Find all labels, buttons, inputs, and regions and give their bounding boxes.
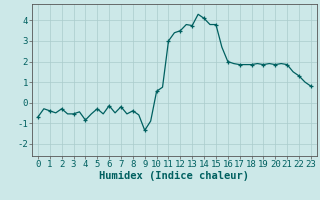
X-axis label: Humidex (Indice chaleur): Humidex (Indice chaleur) bbox=[100, 171, 249, 181]
